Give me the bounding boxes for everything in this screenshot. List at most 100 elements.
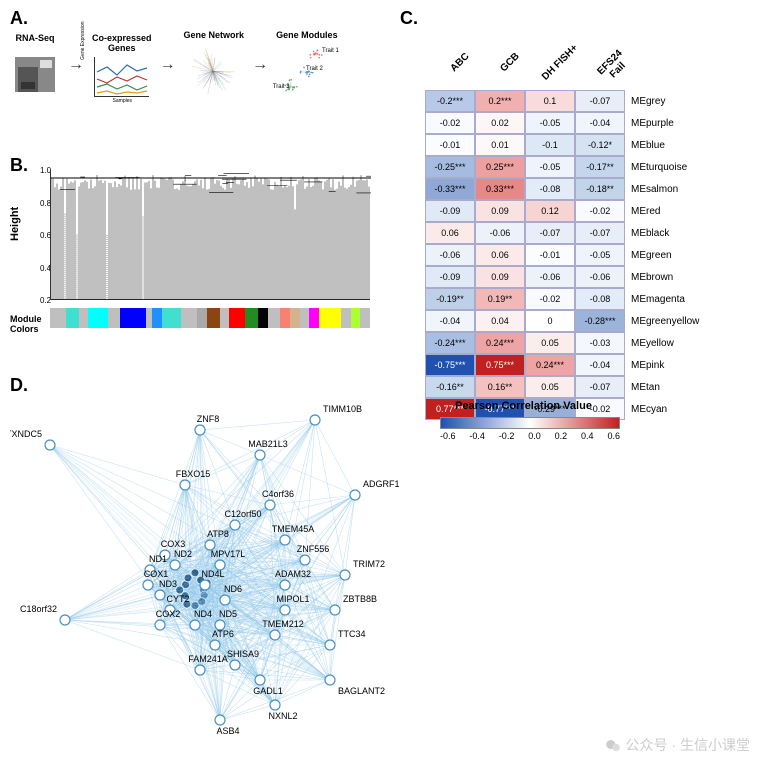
- heatmap-cell: -0.04: [575, 112, 625, 134]
- wf-title-modules: Gene Modules: [276, 30, 338, 40]
- module-color-segment: [280, 308, 290, 328]
- module-color-segment: [341, 308, 351, 328]
- svg-text:FBXO15: FBXO15: [176, 469, 211, 479]
- dendrogram-plot: [50, 170, 370, 300]
- module-color-segment: [300, 308, 310, 328]
- sequencer-icon: [10, 47, 60, 97]
- wf-title-coexpr: Co-expressed Genes: [92, 33, 152, 53]
- heatmap-cell: 0: [525, 310, 575, 332]
- module-colors-label: Module Colors: [10, 315, 42, 335]
- svg-text:COX3: COX3: [161, 539, 186, 549]
- heatmap-cell: -0.03: [575, 332, 625, 354]
- heatmap-cell: -0.02: [425, 112, 475, 134]
- heatmap-cell: -0.12*: [575, 134, 625, 156]
- module-color-segment: [290, 308, 300, 328]
- svg-text:ADGRF1: ADGRF1: [363, 479, 400, 489]
- heatmap-row-label: MEgreen: [625, 250, 672, 261]
- heatmap-cell: -0.25***: [425, 156, 475, 178]
- svg-text:ND5: ND5: [219, 609, 237, 619]
- heatmap-row: -0.090.090.12-0.02MEred: [425, 200, 699, 222]
- heatmap-row: -0.24***0.24***0.05-0.03MEyellow: [425, 332, 699, 354]
- wf-title-rnaseq: RNA-Seq: [15, 33, 54, 43]
- module-color-segment: [181, 308, 197, 328]
- module-color-segment: [79, 308, 89, 328]
- heatmap-row-label: MEpurple: [625, 118, 674, 129]
- svg-text:ADAM32: ADAM32: [275, 569, 311, 579]
- heatmap-row: -0.040.040-0.28***MEgreenyellow: [425, 310, 699, 332]
- heatmap-row-label: MEcyan: [625, 404, 667, 415]
- module-color-segment: [50, 308, 66, 328]
- svg-text:ND6: ND6: [224, 584, 242, 594]
- heatmap-col-label: ABC: [438, 41, 491, 94]
- heatmap-row: -0.16**0.16**0.05-0.07MEtan: [425, 376, 699, 398]
- svg-text:TMEM212: TMEM212: [262, 619, 304, 629]
- module-color-segment: [258, 308, 268, 328]
- heatmap-row: -0.020.02-0.05-0.04MEpurple: [425, 112, 699, 134]
- heatmap-cell: -0.06: [575, 266, 625, 288]
- heatmap-col-label: DH FISH+: [538, 41, 591, 94]
- svg-text:C4orf36: C4orf36: [262, 489, 294, 499]
- heatmap-cell: 0.33***: [475, 178, 525, 200]
- heatmap-cell: -0.07: [575, 90, 625, 112]
- heatmap-cell: -0.08: [525, 178, 575, 200]
- heatmap-cell: -0.06: [425, 244, 475, 266]
- heatmap-cell: -0.28***: [575, 310, 625, 332]
- module-color-segment: [220, 308, 230, 328]
- heatmap-cell: -0.09: [425, 200, 475, 222]
- trait3-label: Trait 3: [273, 84, 290, 90]
- heatmap-cell: -0.19**: [425, 288, 475, 310]
- network-icon: [186, 44, 241, 99]
- module-color-segment: [120, 308, 146, 328]
- heatmap-row-label: MEblack: [625, 228, 669, 239]
- heatmap-row-label: MEblue: [625, 140, 665, 151]
- svg-text:ND2: ND2: [174, 549, 192, 559]
- heatmap-cell: -0.05: [525, 156, 575, 178]
- svg-text:ATP6: ATP6: [212, 629, 234, 639]
- trait1-label: Trait 1: [322, 48, 339, 54]
- heatmap-cell: 0.01: [475, 134, 525, 156]
- heatmap-cell: 0.16**: [475, 376, 525, 398]
- module-color-segment: [108, 308, 121, 328]
- heatmap-row: -0.090.09-0.06-0.06MEbrown: [425, 266, 699, 288]
- expr-xlabel: Samples: [113, 98, 132, 104]
- trait2-label: Trait 2: [306, 66, 323, 72]
- panel-b-dendrogram: Height 0.20.40.60.81.0 Module Colors: [10, 160, 380, 350]
- heatmap-row-label: MEgrey: [625, 96, 665, 107]
- svg-text:COX2: COX2: [156, 609, 181, 619]
- colorbar: [440, 417, 620, 429]
- height-axis-label: Height: [9, 207, 21, 241]
- heatmap-cell: -0.24***: [425, 332, 475, 354]
- watermark-text: 公众号 · 生信小课堂: [626, 737, 750, 753]
- module-colors-bar: [50, 308, 370, 328]
- svg-text:TRIM72: TRIM72: [353, 559, 385, 569]
- module-color-segment: [197, 308, 207, 328]
- heatmap-cell: -0.02: [575, 200, 625, 222]
- heatmap-col-label: GCB: [488, 41, 541, 94]
- colorbar-tick: 0.4: [581, 431, 594, 441]
- svg-text:ZBTB8B: ZBTB8B: [343, 594, 377, 604]
- svg-text:ZNF556: ZNF556: [297, 544, 330, 554]
- svg-text:FAM241A: FAM241A: [188, 654, 228, 664]
- module-color-segment: [309, 308, 319, 328]
- svg-text:MAB21L3: MAB21L3: [248, 439, 288, 449]
- heatmap-cell: -0.33***: [425, 178, 475, 200]
- svg-text:C18orf32: C18orf32: [20, 604, 57, 614]
- svg-text:TIMM10B: TIMM10B: [323, 404, 362, 414]
- heatmap-cell: 0.2***: [475, 90, 525, 112]
- module-color-segment: [152, 308, 162, 328]
- heatmap-row: -0.33***0.33***-0.08-0.18**MEsalmon: [425, 178, 699, 200]
- arrow-icon: →: [160, 56, 176, 74]
- heatmap-cell: 0.1: [525, 90, 575, 112]
- heatmap-cell: 0.02: [475, 112, 525, 134]
- svg-text:ND4L: ND4L: [201, 569, 224, 579]
- svg-text:ATP8: ATP8: [207, 529, 229, 539]
- expr-ylabel: Gene Expression: [80, 21, 86, 59]
- heatmap-cell: 0.19**: [475, 288, 525, 310]
- svg-text:BLOC1S5-TXNDC5: BLOC1S5-TXNDC5: [10, 429, 42, 439]
- heatmap-row: -0.010.01-0.1-0.12*MEblue: [425, 134, 699, 156]
- svg-text:TMEM45A: TMEM45A: [272, 524, 315, 534]
- arrow-icon: →: [252, 56, 268, 74]
- heatmap-cell: -0.06: [475, 222, 525, 244]
- heatmap-cell: 0.09: [475, 266, 525, 288]
- heatmap-cell: 0.24***: [525, 354, 575, 376]
